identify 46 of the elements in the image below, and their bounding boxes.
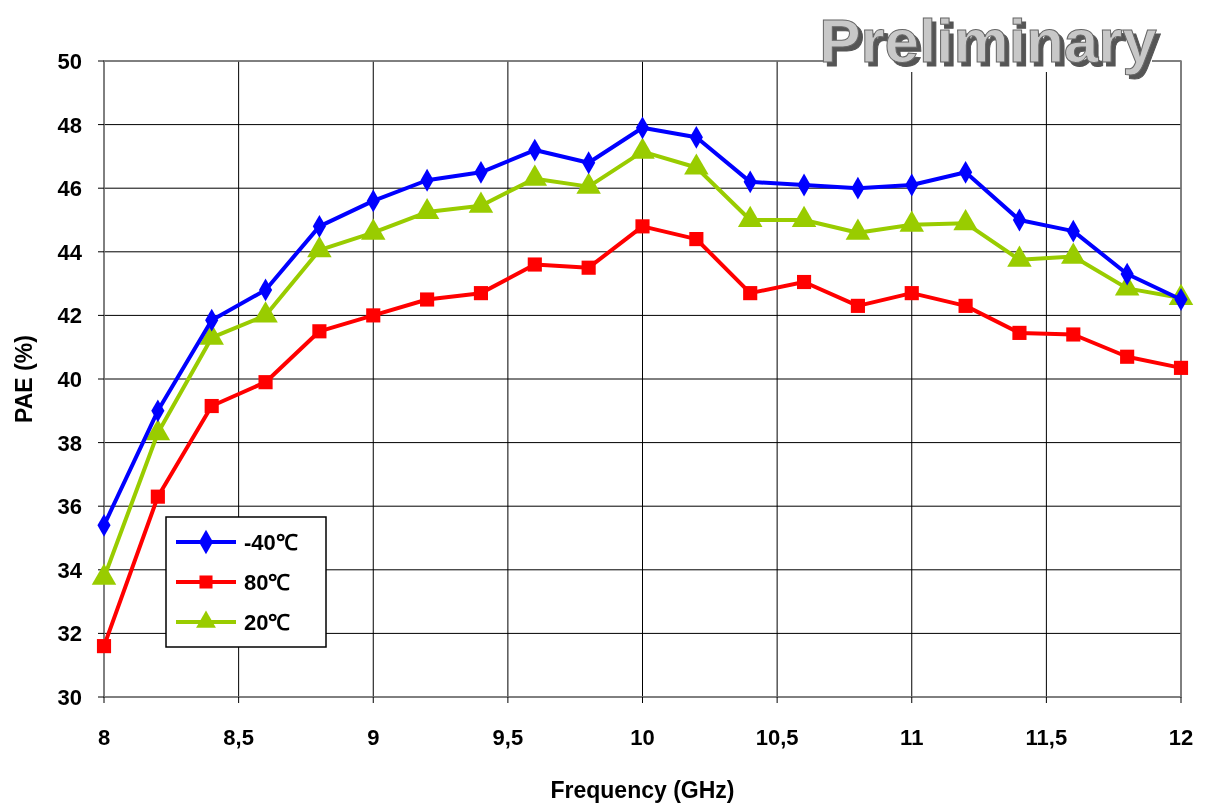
y-tick-label: 50 xyxy=(57,49,82,74)
point xyxy=(958,298,973,313)
point xyxy=(312,324,327,339)
x-axis-title: Frequency (GHz) xyxy=(550,777,735,803)
point xyxy=(473,286,489,301)
point xyxy=(635,219,650,234)
y-tick-label: 48 xyxy=(57,112,82,138)
y-tick-label: 34 xyxy=(57,557,83,583)
x-tick-label: 10 xyxy=(630,725,655,750)
point xyxy=(1066,327,1081,342)
y-tick-label: 38 xyxy=(57,430,82,456)
point xyxy=(366,308,381,323)
point xyxy=(1012,325,1027,340)
y-tick-label: 40 xyxy=(57,367,82,392)
y-tick-label: 44 xyxy=(57,239,83,265)
point xyxy=(527,257,542,272)
point xyxy=(581,260,596,275)
x-tick-label: 11,5 xyxy=(1025,725,1068,750)
legend-label: 80℃ xyxy=(244,570,291,595)
point xyxy=(904,286,919,301)
y-tick-label: 42 xyxy=(57,303,82,329)
point xyxy=(96,639,112,654)
x-tick-label: 8 xyxy=(97,725,111,750)
point xyxy=(743,286,758,301)
x-tick-label: 10,5 xyxy=(755,725,799,750)
x-tick-label: 9 xyxy=(367,725,380,750)
point xyxy=(1173,360,1189,375)
legend-label: 20℃ xyxy=(244,610,291,635)
x-tick-label: 12 xyxy=(1168,725,1194,750)
y-axis-title: PAE (%) xyxy=(11,335,37,423)
x-tick-label: 9,5 xyxy=(492,725,524,750)
legend-label: -40℃ xyxy=(244,530,298,555)
point xyxy=(420,292,435,307)
y-tick-label: 32 xyxy=(57,621,82,647)
point xyxy=(1120,349,1135,364)
point xyxy=(204,398,219,414)
point xyxy=(796,274,812,290)
point xyxy=(150,489,165,504)
y-tick-label: 36 xyxy=(57,494,82,520)
point xyxy=(258,375,273,390)
x-tick-label: 11 xyxy=(900,725,924,750)
point xyxy=(689,232,704,247)
y-tick-label: 30 xyxy=(57,685,82,710)
point xyxy=(850,298,865,313)
x-tick-label: 8,5 xyxy=(223,725,254,750)
y-tick-label: 46 xyxy=(57,176,82,202)
